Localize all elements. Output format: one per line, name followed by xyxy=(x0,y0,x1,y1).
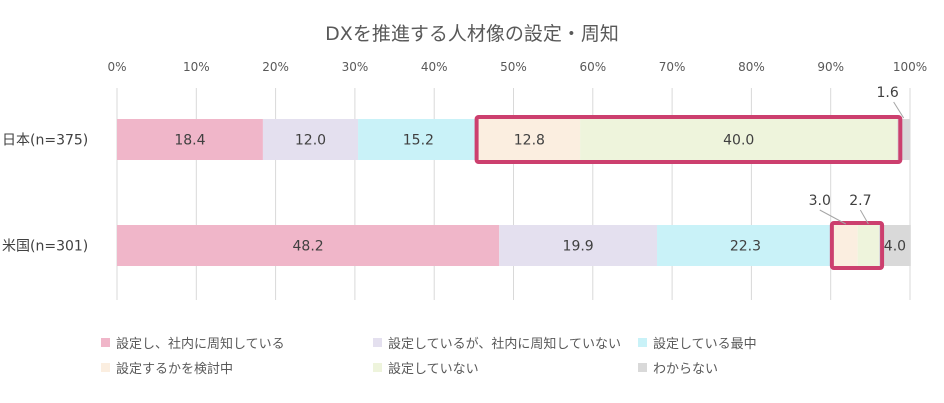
highlight-box xyxy=(829,221,885,270)
bars xyxy=(117,119,911,266)
bar-segment xyxy=(857,225,880,266)
x-tick-label: 10% xyxy=(183,60,210,74)
x-axis-ticks: 0% 10% 20% 30% 40% 50% 60% 70% 80% 90% 100% xyxy=(107,60,927,74)
bar-segment xyxy=(478,119,581,160)
x-tick-label: 60% xyxy=(579,60,606,74)
x-tick-label: 90% xyxy=(817,60,844,74)
bar-segment xyxy=(358,119,479,160)
data-label: 12.0 xyxy=(295,133,326,149)
category-label: 日本(n=375) xyxy=(2,133,88,149)
x-tick-label: 100% xyxy=(893,60,927,74)
bar-segment xyxy=(580,119,898,160)
callout-leader-line xyxy=(893,101,905,119)
bar-segment xyxy=(499,225,658,266)
data-label: 3.0 xyxy=(809,193,831,209)
x-tick-label: 40% xyxy=(421,60,448,74)
data-labels: 18.4 12.0 15.2 12.8 40.0 1.6 48.2 19.9 22.3 3.0 2.… xyxy=(174,85,906,255)
bar-segment xyxy=(117,225,500,266)
bar-segment xyxy=(833,225,858,266)
data-label: 48.2 xyxy=(293,239,324,255)
data-label: 1.6 xyxy=(877,85,899,101)
data-label: 12.8 xyxy=(514,133,545,149)
highlight-box xyxy=(474,115,903,164)
data-label: 40.0 xyxy=(723,133,754,149)
data-label: 19.9 xyxy=(563,239,594,255)
category-label: 米国(n=301) xyxy=(2,239,88,255)
bar-segment xyxy=(117,119,263,160)
x-tick-label: 80% xyxy=(738,60,765,74)
x-tick-label: 0% xyxy=(107,60,126,74)
highlight-boxes xyxy=(474,115,903,270)
x-tick-label: 50% xyxy=(500,60,527,74)
data-label: 4.0 xyxy=(884,239,906,255)
x-tick-label: 20% xyxy=(262,60,289,74)
data-label: 2.7 xyxy=(849,193,871,209)
bar-segment xyxy=(657,225,834,266)
category-labels: 日本(n=375) 米国(n=301) xyxy=(2,133,88,255)
x-tick-label: 70% xyxy=(659,60,686,74)
data-label: 22.3 xyxy=(730,239,761,255)
chart-title: DXを推進する人材像の設定・周知 xyxy=(325,23,619,45)
callout-leader-line xyxy=(819,209,847,225)
data-label: 15.2 xyxy=(403,133,434,149)
data-label: 18.4 xyxy=(174,133,205,149)
bar-segment xyxy=(879,225,911,266)
x-tick-label: 30% xyxy=(342,60,369,74)
callout-leader-line xyxy=(859,209,869,225)
bar-segment xyxy=(262,119,359,160)
